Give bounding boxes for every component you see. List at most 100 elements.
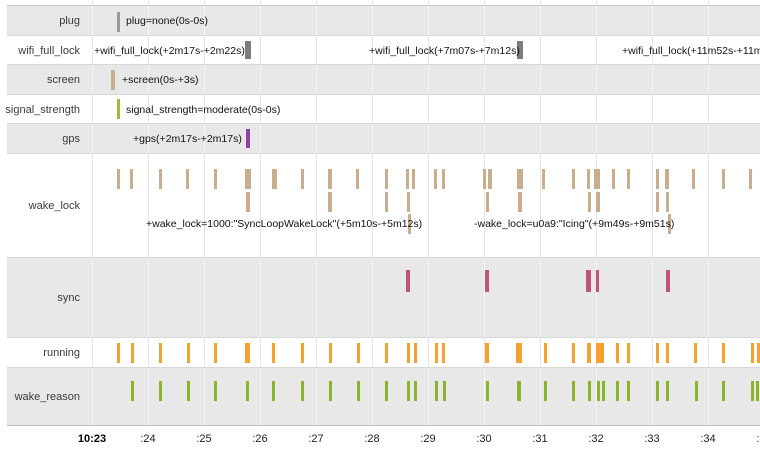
minute-gridline <box>708 6 709 35</box>
running-tick <box>656 343 659 363</box>
wake-lock-tick <box>542 169 545 189</box>
minute-gridline <box>92 36 93 64</box>
axis-tick-label: :25 <box>196 433 212 445</box>
event-annotation: -wake_lock=u0a9:"Icing"(+9m49s-+9m51s) <box>474 218 675 230</box>
minute-gridline <box>372 95 373 123</box>
minute-gridline <box>148 95 149 123</box>
wake-lock-tick <box>572 169 575 189</box>
top-partial-row <box>7 0 760 6</box>
wake-lock-tick <box>627 169 630 189</box>
minute-gridline <box>316 258 317 337</box>
wake-reason-tick <box>588 381 591 401</box>
minute-gridline <box>92 338 93 367</box>
minute-gridline <box>92 154 93 257</box>
minute-gridline <box>148 338 149 367</box>
running-tick <box>407 343 410 363</box>
minute-gridline <box>596 258 597 337</box>
wake-reason-tick <box>414 381 417 401</box>
minute-gridline <box>540 6 541 35</box>
running-tick <box>187 343 190 363</box>
wake-reason-tick <box>214 381 217 401</box>
row-wake-reason: wake_reason <box>7 368 760 426</box>
axis-tick-label: :35 <box>756 433 760 445</box>
minute-gridline <box>260 95 261 123</box>
minute-gridline <box>372 36 373 64</box>
wake-lock-tick <box>518 192 522 212</box>
sync-tick <box>596 270 599 292</box>
running-tick <box>385 343 388 363</box>
wake-lock-tick <box>301 169 304 189</box>
axis-tick-label: 10:23 <box>77 433 107 445</box>
screen-tick <box>111 70 115 90</box>
wake-reason-tick <box>187 381 190 401</box>
wake-reason-tick <box>656 381 659 401</box>
wake-lock-tick <box>488 169 492 189</box>
running-tick <box>572 343 575 363</box>
wake-reason-tick <box>666 381 669 401</box>
running-tick <box>485 343 489 363</box>
row-label-signal-strength: signal_strength <box>5 103 80 116</box>
minute-gridline <box>652 36 653 64</box>
running-tick <box>272 343 275 363</box>
wake-lock-tick <box>588 192 591 212</box>
running-tick <box>587 343 591 363</box>
minute-gridline <box>484 368 485 425</box>
wake-lock-tick <box>749 169 752 189</box>
wake-lock-tick <box>328 192 332 212</box>
minute-gridline <box>708 65 709 94</box>
running-tick <box>414 343 417 363</box>
wifi-full-lock-tick <box>245 41 251 59</box>
minute-gridline <box>204 95 205 123</box>
minute-gridline <box>372 338 373 367</box>
wake-reason-tick <box>695 381 698 401</box>
wake-lock-tick <box>442 169 445 189</box>
running-tick <box>301 343 304 363</box>
minute-gridline <box>372 368 373 425</box>
minute-gridline <box>540 95 541 123</box>
minute-gridline <box>148 154 149 257</box>
event-annotation: +gps(+2m17s-+2m17s) <box>133 133 242 145</box>
running-tick <box>616 343 619 363</box>
row-label-wake-lock: wake_lock <box>28 200 80 212</box>
minute-gridline <box>596 6 597 35</box>
minute-gridline <box>596 368 597 425</box>
running-tick <box>722 343 725 363</box>
sync-tick <box>666 270 670 292</box>
wake-lock-tick <box>486 192 489 212</box>
wake-reason-tick <box>722 381 725 401</box>
minute-gridline <box>428 338 429 367</box>
running-tick <box>159 343 162 363</box>
minute-gridline <box>372 0 373 5</box>
event-annotation: signal_strength=moderate(0s-0s) <box>126 103 281 116</box>
minute-gridline <box>652 6 653 35</box>
row-screen: screen +screen(0s-+3s) <box>7 65 760 95</box>
event-annotation: +wifi_full_lock(+7m07s-+7m12s) <box>369 44 520 57</box>
minute-gridline <box>484 124 485 153</box>
minute-gridline <box>428 0 429 5</box>
minute-gridline <box>596 124 597 153</box>
wake-lock-tick <box>186 169 189 189</box>
minute-gridline <box>428 65 429 94</box>
wake-reason-tick <box>131 381 134 401</box>
minute-gridline <box>484 6 485 35</box>
minute-gridline <box>652 65 653 94</box>
minute-gridline <box>708 154 709 257</box>
minute-gridline <box>204 6 205 35</box>
wake-lock-tick <box>356 169 359 189</box>
minute-gridline <box>652 124 653 153</box>
minute-gridline <box>428 6 429 35</box>
running-tick <box>131 343 134 363</box>
minute-gridline <box>652 258 653 337</box>
sync-tick <box>485 270 489 292</box>
plug-tick <box>117 12 120 32</box>
minute-gridline <box>652 154 653 257</box>
minute-gridline <box>92 258 93 337</box>
wake-reason-tick <box>329 381 332 401</box>
minute-gridline <box>540 368 541 425</box>
row-label-wake-reason: wake_reason <box>14 391 80 403</box>
minute-gridline <box>652 0 653 5</box>
minute-gridline <box>540 65 541 94</box>
minute-gridline <box>316 338 317 367</box>
minute-gridline <box>484 36 485 64</box>
row-plug: plug plug=none(0s-0s) <box>7 6 760 36</box>
